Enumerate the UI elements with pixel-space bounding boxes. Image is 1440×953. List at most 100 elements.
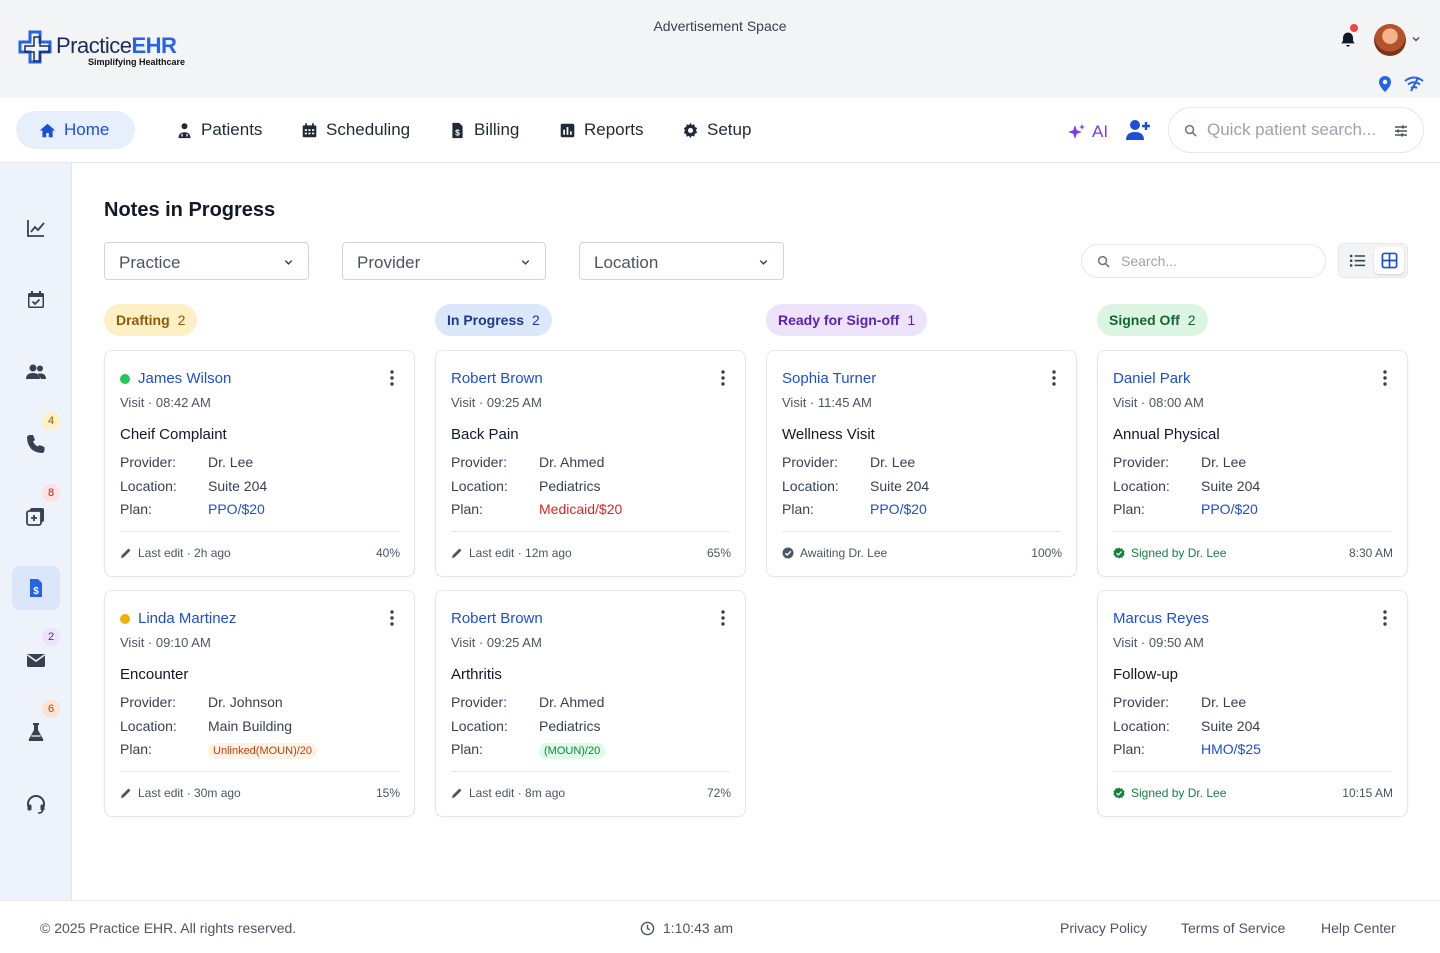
clock-icon: [640, 921, 655, 935]
chief-complaint: Annual Physical: [1113, 426, 1220, 443]
chevron-down-icon[interactable]: [1410, 33, 1422, 45]
note-card[interactable]: Linda Martinez Visit · 09:10 AM Encounte…: [104, 590, 415, 817]
plan-badge[interactable]: Unlinked(MOUN)/20: [208, 743, 318, 759]
column-signed-off[interactable]: Signed Off 2: [1097, 304, 1208, 336]
plan-value[interactable]: Medicaid/$20: [539, 501, 623, 517]
patient-name[interactable]: Daniel Park: [1113, 370, 1191, 387]
nav-scheduling[interactable]: Scheduling: [301, 111, 410, 149]
chevron-down-icon: [759, 260, 768, 265]
help-center-link[interactable]: Help Center: [1321, 920, 1396, 936]
copyright-text: © 2025 Practice EHR. All rights reserved…: [40, 920, 297, 936]
sparkle-icon: [1068, 124, 1085, 139]
nav-patients[interactable]: Patients: [176, 111, 262, 149]
billing-icon: $: [452, 122, 463, 138]
more-options-icon[interactable]: [390, 610, 394, 626]
more-options-icon[interactable]: [721, 610, 725, 626]
card-footer: Signed by Dr. Lee: [1113, 546, 1226, 560]
note-card[interactable]: Marcus Reyes Visit · 09:50 AM Follow-up …: [1097, 590, 1408, 817]
more-options-icon[interactable]: [721, 370, 725, 386]
visit-time: Visit · 09:50 AM: [1113, 635, 1204, 650]
location-pin-icon[interactable]: [1377, 75, 1393, 93]
nav-home[interactable]: Home: [16, 111, 135, 149]
brand-name: PracticeEHR: [56, 33, 177, 58]
patient-name[interactable]: Marcus Reyes: [1113, 610, 1209, 627]
status-dot: [120, 373, 130, 384]
chief-complaint: Back Pain: [451, 426, 519, 443]
plan-badge[interactable]: (MOUN)/20: [539, 743, 606, 759]
board-view-button[interactable]: [1374, 247, 1404, 274]
sidebar-item-appointments[interactable]: [12, 278, 60, 322]
plan-value[interactable]: PPO/$20: [208, 501, 265, 517]
plan-value[interactable]: HMO/$25: [1201, 741, 1261, 757]
nav-billing[interactable]: $ Billing: [449, 111, 519, 149]
awaiting-text: Awaiting Dr. Lee: [800, 546, 888, 560]
nav-patients-label: Patients: [201, 120, 263, 139]
quick-search-input[interactable]: [1207, 120, 1387, 140]
note-card[interactable]: Daniel Park Visit · 08:00 AM Annual Phys…: [1097, 350, 1408, 577]
location-filter-label: Location: [594, 253, 659, 272]
ai-label: AI: [1092, 122, 1109, 141]
sidebar-item-calls[interactable]: 4: [12, 412, 60, 466]
more-options-icon[interactable]: [1383, 610, 1387, 626]
patient-name[interactable]: James Wilson: [138, 370, 232, 387]
card-footer: Awaiting Dr. Lee: [782, 546, 887, 560]
view-toggle: [1338, 243, 1408, 278]
column-in-progress[interactable]: In Progress 2: [435, 304, 552, 336]
sidebar-item-messages[interactable]: 2: [12, 628, 60, 682]
more-options-icon[interactable]: [1383, 370, 1387, 386]
list-view-button[interactable]: [1342, 247, 1372, 274]
add-patient-icon[interactable]: [1125, 118, 1151, 142]
location-label: Location:: [120, 718, 177, 734]
plan-value[interactable]: PPO/$20: [1201, 501, 1258, 517]
sidebar-item-analytics[interactable]: [12, 206, 60, 250]
connection-status-icon[interactable]: [1403, 76, 1425, 92]
sidebar-item-tasks[interactable]: 8: [12, 484, 60, 538]
sidebar-item-notes[interactable]: $: [12, 566, 60, 610]
ai-button[interactable]: AI: [1068, 122, 1108, 142]
notification-bell-icon[interactable]: [1338, 30, 1358, 50]
note-card[interactable]: Robert Brown Visit · 09:25 AM Back Pain …: [435, 350, 746, 577]
more-options-icon[interactable]: [1052, 370, 1056, 386]
quick-patient-search[interactable]: [1168, 107, 1424, 153]
patient-name[interactable]: Robert Brown: [451, 370, 543, 387]
sidebar-item-support[interactable]: [12, 782, 60, 826]
card-footer: Last edit · 8m ago: [451, 786, 565, 800]
column-count: 2: [177, 312, 186, 328]
nav-reports[interactable]: Reports: [559, 111, 644, 149]
sidebar-item-labs[interactable]: 6: [12, 700, 60, 754]
note-card[interactable]: James Wilson Visit · 08:42 AM Cheif Comp…: [104, 350, 415, 577]
app-logo[interactable]: PracticeEHR Simplifying Healthcare: [18, 30, 188, 70]
privacy-policy-link[interactable]: Privacy Policy: [1060, 920, 1148, 936]
nav-setup[interactable]: Setup: [682, 111, 751, 149]
gear-icon: [683, 122, 698, 138]
patient-name[interactable]: Linda Martinez: [138, 610, 237, 627]
note-card[interactable]: Sophia Turner Visit · 11:45 AM Wellness …: [766, 350, 1077, 577]
plan-value[interactable]: PPO/$20: [870, 501, 927, 517]
patient-name[interactable]: Sophia Turner: [782, 370, 877, 387]
column-label: Signed Off: [1109, 312, 1180, 328]
provider-filter[interactable]: Provider: [342, 242, 546, 280]
more-options-icon[interactable]: [390, 370, 394, 386]
provider-label: Provider:: [451, 694, 508, 710]
location-label: Location:: [451, 478, 508, 494]
location-filter[interactable]: Location: [579, 242, 784, 280]
terms-of-service-link[interactable]: Terms of Service: [1181, 920, 1286, 936]
svg-text:$: $: [33, 586, 39, 597]
calls-badge: 4: [42, 412, 60, 430]
column-count: 2: [1187, 312, 1196, 328]
board-search-input[interactable]: [1121, 253, 1311, 269]
patient-row: James Wilson: [120, 370, 231, 387]
note-card[interactable]: Robert Brown Visit · 09:25 AM Arthritis …: [435, 590, 746, 817]
nav-reports-label: Reports: [584, 120, 644, 139]
provider-filter-label: Provider: [357, 253, 421, 272]
patient-name[interactable]: Robert Brown: [451, 610, 543, 627]
practice-filter[interactable]: Practice: [104, 242, 309, 280]
user-avatar[interactable]: [1374, 24, 1406, 56]
filter-sliders-icon[interactable]: [1394, 124, 1408, 138]
column-drafting[interactable]: Drafting 2: [104, 304, 198, 336]
column-ready-for-signoff[interactable]: Ready for Sign-off 1: [766, 304, 928, 336]
board-search[interactable]: [1081, 244, 1326, 278]
sidebar-item-patients[interactable]: [12, 350, 60, 394]
plan-label: Plan:: [782, 501, 814, 517]
chief-complaint: Cheif Complaint: [120, 426, 227, 443]
